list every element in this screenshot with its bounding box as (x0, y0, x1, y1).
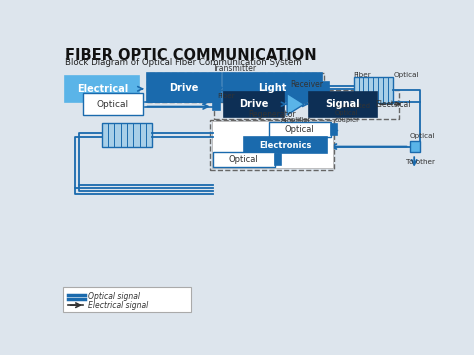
Text: Block Diagram of Optical Fiber Communication System: Block Diagram of Optical Fiber Communica… (65, 58, 302, 67)
Text: Fiber: Fiber (218, 93, 235, 99)
Text: Transmitter: Transmitter (213, 64, 257, 73)
Bar (213, 99, 219, 110)
Bar (410, 141, 419, 152)
Text: Optical: Optical (394, 72, 419, 78)
Bar (82, 93, 143, 115)
Text: Optical: Optical (410, 133, 435, 139)
Text: FIBER OPTIC COMMUNICATION: FIBER OPTIC COMMUNICATION (65, 48, 317, 63)
Bar (65, 76, 139, 102)
Bar (210, 120, 334, 170)
Text: Regenerator: Regenerator (248, 110, 296, 119)
Text: Optical: Optical (229, 155, 259, 164)
Bar (275, 154, 281, 165)
Bar (223, 73, 322, 102)
Text: To other: To other (406, 159, 436, 165)
Polygon shape (287, 93, 304, 115)
Bar (147, 73, 221, 102)
Text: Electrical signal: Electrical signal (88, 301, 148, 310)
Bar (63, 288, 191, 312)
Text: Amplifier: Amplifier (281, 116, 310, 122)
Text: Drive: Drive (169, 83, 199, 93)
Text: Fiber: Fiber (353, 72, 371, 78)
Text: Electrical: Electrical (77, 84, 128, 94)
Text: Drive: Drive (239, 99, 268, 109)
Bar (224, 92, 284, 116)
Bar (244, 137, 328, 153)
Text: Connected
Optical
coupler: Connected Optical coupler (334, 103, 370, 123)
Bar (147, 73, 324, 102)
Bar (309, 92, 377, 116)
Bar (102, 124, 152, 147)
Bar (214, 89, 399, 119)
Bar (213, 152, 275, 167)
Bar (322, 82, 329, 93)
Bar (330, 124, 337, 135)
Bar (212, 121, 333, 168)
Text: Signal: Signal (326, 99, 360, 109)
Text: Light: Light (258, 83, 287, 93)
Text: Optical: Optical (284, 125, 314, 134)
Text: Receiver: Receiver (290, 80, 323, 89)
Bar (354, 77, 392, 103)
Text: Optical: Optical (97, 100, 129, 109)
Bar (268, 122, 330, 137)
Text: Electrical: Electrical (375, 100, 411, 109)
Text: Electronics: Electronics (259, 141, 312, 150)
Text: Optical signal: Optical signal (88, 292, 140, 301)
